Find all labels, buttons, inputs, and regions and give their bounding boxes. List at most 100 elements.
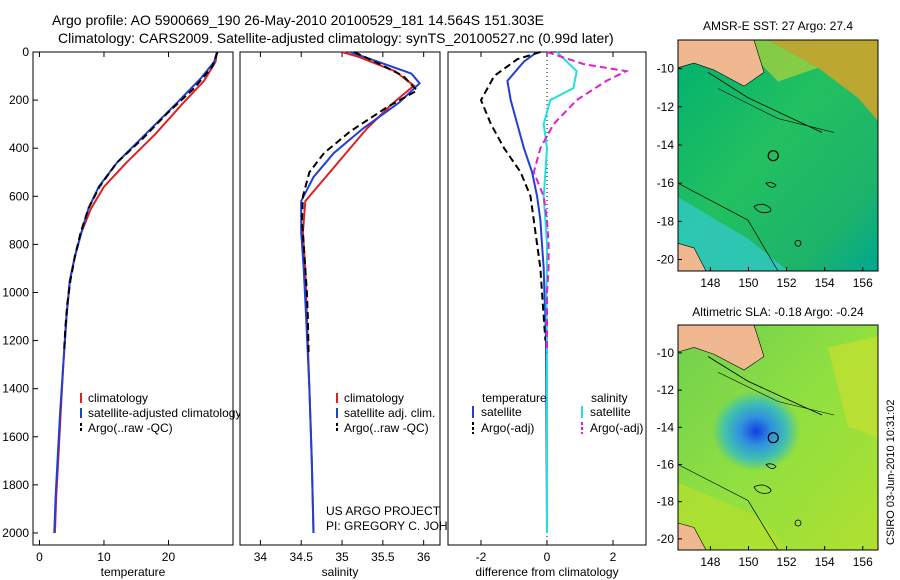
y-tick-label: -18 (657, 214, 675, 228)
x-tick-label: 36 (417, 550, 431, 564)
map-title: AMSR-E SST: 27 Argo: 27.4 (703, 19, 853, 33)
x-tick-label: 152 (777, 555, 797, 569)
x-tick-label: 148 (700, 276, 720, 290)
y-tick-label: 1400 (2, 382, 29, 396)
y-tick-label: -12 (657, 383, 675, 397)
series-line-argo-raw-qc- (300, 51, 419, 353)
warm-coastal-water (678, 197, 788, 271)
x-tick-label: 35.5 (371, 550, 395, 564)
map-frame (677, 324, 879, 551)
legend-label: climatology (88, 391, 148, 405)
x-tick-label: 35 (335, 550, 349, 564)
map-frame (677, 39, 879, 272)
map-title: Altimetric SLA: -0.18 Argo: -0.24 (692, 305, 864, 319)
profile-panel-salinity: 34 34.5 35 35.5 36 salinity climatologysatelli… (239, 51, 482, 579)
y-tick-label: 800 (9, 237, 29, 251)
y-tick-label: -14 (657, 138, 675, 152)
y-tick-label: -18 (657, 495, 675, 509)
x-axis-label: temperature (101, 565, 166, 579)
x-tick-label: -2 (476, 550, 487, 564)
x-tick-label: 0 (544, 550, 551, 564)
project-annotation: US ARGO PROJECT (326, 504, 441, 518)
y-tick-label: 200 (9, 93, 29, 107)
coral-sea-island (765, 182, 777, 188)
x-tick-label: 34 (254, 550, 268, 564)
legend-header: temperature (482, 391, 547, 405)
x-tick-label: 2 (610, 550, 617, 564)
figure-title-line2: Climatology: CARS2009. Satellite-adjuste… (58, 30, 614, 46)
y-tick-label: 1800 (2, 478, 29, 492)
y-tick-label: -16 (657, 176, 675, 190)
x-axis-label: salinity (322, 565, 359, 579)
y-tick-label: 0 (22, 45, 29, 59)
y-tick-label: 1200 (2, 334, 29, 348)
x-tick-label: 0 (36, 550, 43, 564)
x-tick-label: 152 (777, 276, 797, 290)
series-line-salinity-argo-adj- (532, 51, 630, 353)
map-panel-sst: AMSR-E SST: 27 Argo: 27.4 148 150 152 154 156… (657, 19, 879, 290)
y-tick-label: 1000 (2, 285, 29, 299)
x-tick-label: 154 (815, 276, 835, 290)
series-line-satellite-adj-clim- (300, 51, 421, 534)
legend-header: salinity (591, 391, 628, 405)
shelf-contour (677, 182, 779, 272)
plot-frame (32, 51, 234, 546)
side-timestamp-label: CSIRO 03-Jun-2010 10:31:02 (885, 399, 897, 545)
shelf-contour (677, 464, 779, 551)
x-tick-label: 156 (853, 555, 873, 569)
x-tick-label: 34.5 (290, 550, 314, 564)
y-tick-label: -16 (657, 457, 675, 471)
y-tick-label: -12 (657, 100, 675, 114)
x-tick-label: 150 (738, 555, 758, 569)
x-tick-label: 154 (815, 555, 835, 569)
reef-contour (717, 371, 835, 416)
y-tick-label: 2000 (2, 526, 29, 540)
reef-contour (707, 356, 823, 416)
coral-sea-island (753, 484, 772, 494)
argo-location-marker (767, 432, 779, 444)
sla-high-field (828, 336, 878, 438)
y-tick-label: -20 (657, 532, 675, 546)
y-tick-label: -10 (657, 346, 675, 360)
x-tick-label: 148 (700, 555, 720, 569)
figure-title-line1: Argo profile: AO 5900669_190 26-May-2010… (52, 12, 544, 28)
legend-label: satellite adj. clim. (344, 406, 435, 420)
y-tick-label: 400 (9, 141, 29, 155)
x-tick-label: 10 (97, 550, 111, 564)
plot-frame (239, 51, 441, 546)
y-tick-label: -10 (657, 62, 675, 76)
argo-location-marker (767, 150, 779, 162)
legend-label: Argo(-adj) (590, 421, 643, 435)
x-tick-label: 156 (853, 276, 873, 290)
y-tick-label: -20 (657, 253, 675, 267)
warm-sst-region (738, 40, 818, 82)
series-line-satellite-adjusted-climatology (53, 51, 218, 534)
legend-label: Argo(-adj) (481, 421, 534, 435)
legend-label: Argo(..raw -QC) (88, 421, 173, 435)
map-panel-sla: Altimetric SLA: -0.18 Argo: -0.24 148 150 1… (657, 305, 879, 569)
coral-sea-island (794, 239, 802, 247)
y-tick-label: -14 (657, 420, 675, 434)
x-tick-label: 150 (738, 276, 758, 290)
project-annotation: PI: GREGORY C. JOHNSON (326, 519, 482, 533)
reef-contour (717, 88, 835, 133)
legend-label: satellite (481, 405, 522, 419)
series-line-temperature-argo-adj- (479, 51, 547, 341)
warm-sst-region (768, 40, 878, 121)
legend-label: satellite-adjusted climatology (88, 406, 241, 420)
x-axis-label: difference from climatology (475, 565, 618, 579)
sla-low-anomaly (712, 390, 801, 472)
legend-label: satellite (590, 405, 631, 419)
series-line-temperature-satellite (506, 51, 548, 534)
x-tick-label: 20 (162, 550, 176, 564)
legend-label: climatology (344, 391, 404, 405)
y-tick-label: 1600 (2, 430, 29, 444)
y-tick-label: 600 (9, 189, 29, 203)
legend-label: Argo(..raw -QC) (344, 421, 429, 435)
sla-coastal-field (678, 482, 788, 550)
coral-sea-island (753, 203, 772, 214)
land-new-guinea (677, 324, 765, 371)
